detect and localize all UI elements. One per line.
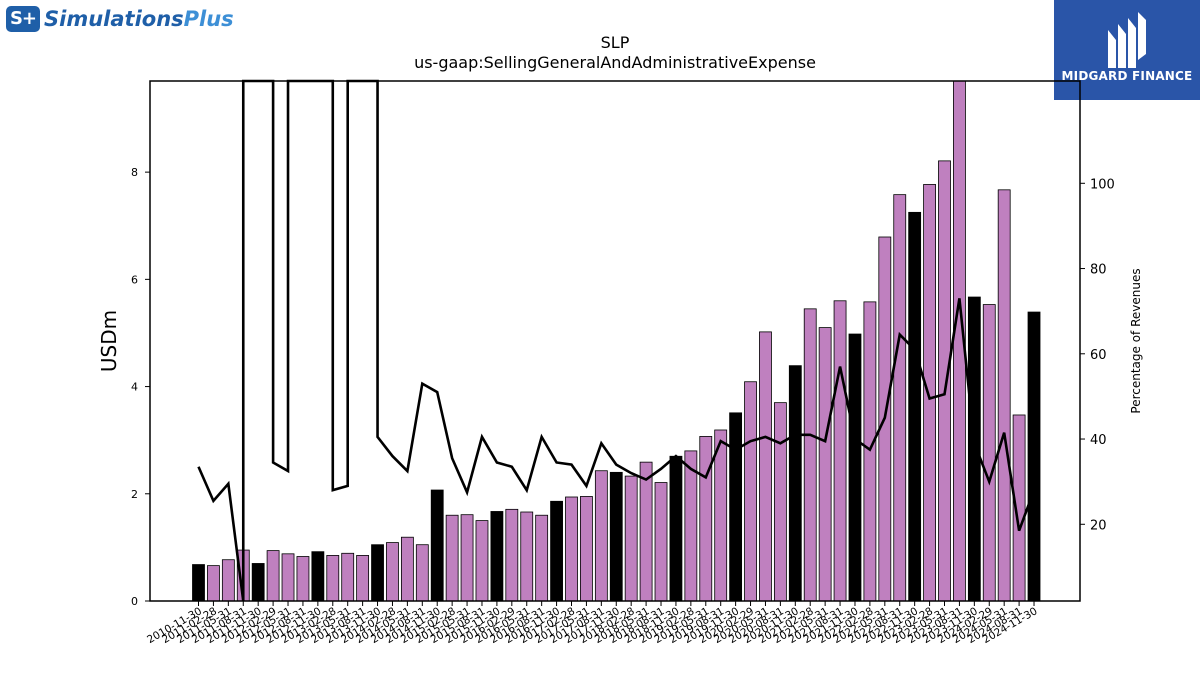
bar-quarterly bbox=[699, 436, 713, 602]
bar-annual bbox=[848, 333, 862, 602]
bar-annual bbox=[908, 211, 922, 602]
bar-quarterly bbox=[580, 496, 593, 602]
bar-quarterly bbox=[341, 552, 355, 602]
bar-quarterly bbox=[863, 301, 877, 602]
bar-quarterly bbox=[714, 429, 728, 602]
bar-quarterly bbox=[818, 327, 832, 602]
simulations-plus-logo: S+ SimulationsPlus bbox=[6, 6, 234, 32]
bar-annual bbox=[669, 455, 683, 602]
y2-axis: 20 40 60 80 100 bbox=[1080, 177, 1115, 533]
bar-annual bbox=[192, 564, 205, 602]
y2-tick-label: 100 bbox=[1090, 177, 1115, 192]
bar-quarterly bbox=[520, 511, 534, 602]
y2-tick-label: 20 bbox=[1090, 518, 1107, 533]
bar-quarterly bbox=[982, 304, 996, 602]
bar-annual bbox=[371, 544, 384, 602]
y2-tick-label: 40 bbox=[1090, 433, 1107, 448]
bar-quarterly bbox=[207, 565, 220, 602]
bar-quarterly bbox=[400, 536, 414, 602]
bar-quarterly bbox=[475, 520, 489, 602]
bar-quarterly bbox=[639, 461, 653, 602]
bar-quarterly bbox=[938, 160, 951, 602]
bar-annual bbox=[1027, 311, 1041, 602]
bar-quarterly bbox=[923, 184, 936, 602]
x-axis: 2010-11-302011-02-282011-05-312011-08-31… bbox=[145, 601, 1040, 646]
plot-frame bbox=[149, 80, 1081, 602]
simulations-plus-logo-mark: S+ bbox=[6, 6, 40, 32]
bar-quarterly bbox=[505, 508, 519, 602]
bar-quarterly bbox=[356, 555, 370, 602]
bar-quarterly bbox=[594, 470, 608, 602]
y-tick-label: 6 bbox=[131, 273, 138, 286]
y2-tick-label: 80 bbox=[1090, 263, 1107, 278]
bar-annual bbox=[430, 489, 444, 602]
pct-line-series bbox=[197, 79, 1036, 602]
bar-quarterly bbox=[997, 189, 1011, 602]
bar-quarterly bbox=[833, 300, 847, 602]
bar-annual bbox=[490, 511, 504, 602]
bar-annual bbox=[729, 412, 743, 602]
bar-quarterly bbox=[386, 542, 399, 602]
bar-annual bbox=[251, 563, 265, 602]
chart-title: SLP bbox=[601, 33, 630, 52]
y2-tick-label: 60 bbox=[1090, 348, 1107, 363]
y-tick-label: 2 bbox=[131, 488, 138, 501]
bar-quarterly bbox=[654, 482, 668, 602]
pct-of-revenues-line bbox=[197, 79, 1036, 602]
bar-quarterly bbox=[744, 381, 757, 602]
bar-quarterly bbox=[773, 402, 787, 602]
midgard-finance-logo-text: MIDGARD FINANCE bbox=[1061, 69, 1193, 83]
y-axis: 0 2 4 6 8 bbox=[131, 166, 150, 608]
bar-quarterly bbox=[445, 514, 459, 602]
chart-subtitle: us-gaap:SellingGeneralAndAdministrativeE… bbox=[414, 53, 816, 72]
bar-series bbox=[192, 80, 1041, 602]
bar-annual bbox=[967, 296, 981, 602]
y-tick-label: 0 bbox=[131, 595, 138, 608]
bar-quarterly bbox=[326, 555, 340, 602]
bar-quarterly bbox=[221, 559, 235, 602]
bar-annual bbox=[788, 365, 802, 602]
bar-quarterly bbox=[759, 331, 772, 602]
bar-quarterly bbox=[281, 553, 295, 602]
bar-quarterly bbox=[296, 556, 310, 602]
bar-quarterly bbox=[266, 550, 280, 602]
bar-quarterly bbox=[460, 514, 474, 602]
bar-annual bbox=[550, 500, 563, 602]
bar-annual bbox=[311, 551, 325, 602]
y-tick-label: 8 bbox=[131, 166, 138, 179]
bar-quarterly bbox=[803, 308, 817, 602]
bar-quarterly bbox=[684, 450, 698, 602]
bar-quarterly bbox=[415, 544, 429, 602]
bar-quarterly bbox=[535, 514, 549, 602]
simulations-plus-logo-text: SimulationsPlus bbox=[44, 7, 234, 31]
simulations-plus-logo-word: Simulations bbox=[44, 7, 184, 31]
bar-quarterly bbox=[565, 496, 578, 602]
simulations-plus-logo-accent: Plus bbox=[183, 7, 234, 31]
bar-quarterly bbox=[893, 194, 907, 602]
midgard-finance-logo: MIDGARD FINANCE bbox=[1054, 0, 1200, 100]
bar-annual bbox=[609, 471, 623, 602]
y-axis-label: USDm bbox=[97, 310, 121, 372]
y2-axis-label: Percentage of Revenues bbox=[1129, 268, 1143, 413]
y-tick-label: 4 bbox=[131, 381, 138, 394]
midgard-finance-logo-icon bbox=[1108, 12, 1146, 68]
bar-quarterly bbox=[624, 475, 638, 602]
